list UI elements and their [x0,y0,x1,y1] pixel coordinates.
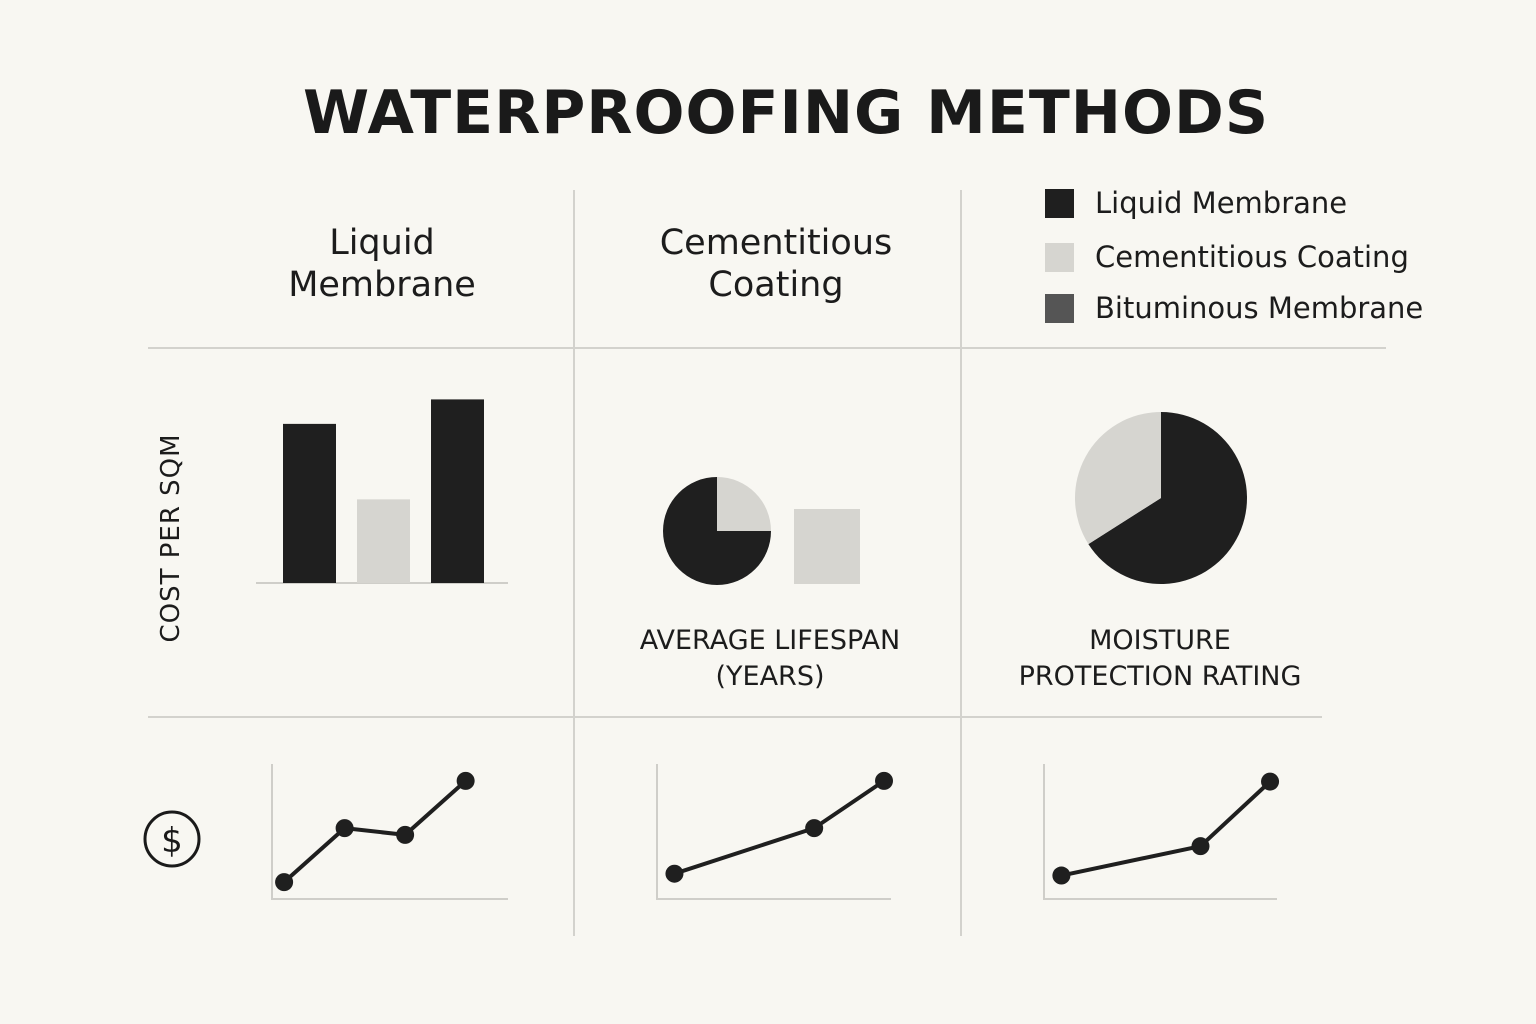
caption-line: MOISTURE [1089,625,1231,656]
pie-slice-cementitious-coating [1075,412,1161,545]
moisture-protection-caption: MOISTURE PROTECTION RATING [960,623,1360,695]
legend-label: Cementitious Coating [1095,240,1409,274]
column-header-cementitious-coating: Cementitious Coating [626,222,926,306]
dollar-icon: $ [143,810,201,868]
line-chart-3-axes [1043,764,1277,900]
trend-1-point-2 [335,819,354,838]
line-chart-axes [271,764,1277,900]
legend-swatch [1045,242,1074,272]
bar-liquid-membrane [283,423,336,583]
legend-item-liquid-membrane: Liquid Membrane [1045,186,1347,220]
caption-line: (YEARS) [715,661,825,692]
line-chart-1-axes [271,764,508,900]
column-header-liquid-membrane: Liquid Membrane [232,222,532,306]
legend-label: Bituminous Membrane [1095,291,1424,325]
caption-line: PROTECTION RATING [1018,661,1302,692]
pie-slice-liquid-membrane [1088,412,1247,584]
moisture-pie [1075,412,1247,584]
pie-slice-liquid-membrane [663,477,771,585]
lifespan-bar-cementitious-coating [794,509,860,584]
lifespan-bar [794,509,860,584]
trend-3-point-1 [1052,866,1071,885]
legend-item-cementitious-coating: Cementitious Coating [1045,240,1409,274]
line-series [275,771,1280,892]
trend-2-line [673,779,886,876]
bar-cementitious-coating [357,499,410,583]
trend-1-point-1 [275,873,294,892]
trend-2-point-1 [665,864,684,883]
column-header-line: Cementitious [659,223,893,263]
column-header-line: Coating [708,265,844,305]
bar-bituminous-membrane [431,399,484,583]
trend-1-point-4 [456,771,475,790]
average-lifespan-caption: AVERAGE LIFESPAN (YEARS) [570,623,970,695]
legend-swatch [1045,188,1074,218]
trend-1-line [282,779,467,884]
lifespan-pie [663,477,771,585]
trend-2-point-2 [805,819,824,838]
trend-1-point-3 [396,825,415,844]
trend-3-point-2 [1191,837,1210,856]
page-title: WATERPROOFING METHODS [302,78,1270,148]
trend-2-point-3 [875,771,894,790]
dollar-icon-ring [143,810,201,868]
pie-slice-cementitious-coating [717,477,771,531]
trend-3-point-3 [1261,772,1280,791]
grid-lines [148,190,1386,936]
legend-swatch [1045,293,1074,323]
column-header-line: Liquid [329,223,435,263]
line-chart-2-axes [656,764,891,900]
legend-label: Liquid Membrane [1095,186,1348,220]
trend-3-line [1060,780,1272,878]
caption-line: AVERAGE LIFESPAN [639,625,901,656]
bar-series [283,399,484,583]
column-header-line: Membrane [288,265,476,305]
dollar-sign: $ [161,821,183,861]
legend-item-bituminous-membrane: Bituminous Membrane [1045,291,1423,325]
